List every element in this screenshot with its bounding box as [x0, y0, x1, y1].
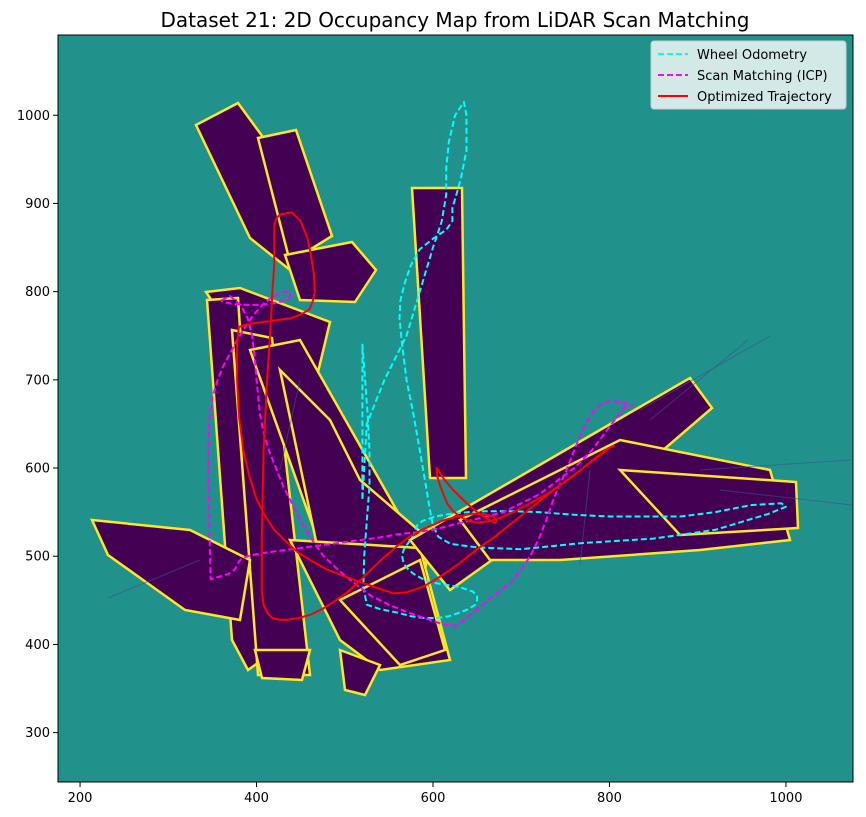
y-tick-label: 1000 — [17, 109, 50, 124]
x-tick-label: 1000 — [769, 791, 802, 806]
y-axis: 300 400 500 600 700 800 900 1000 — [17, 109, 58, 741]
laser-ray — [649, 339, 749, 421]
occupied-region-south-tail — [338, 648, 382, 697]
occupied-region-arm-east — [283, 240, 378, 304]
y-tick-label: 300 — [25, 726, 50, 741]
trajectory-layer — [207, 101, 787, 627]
y-tick-label: 500 — [25, 550, 50, 565]
occupied-region-arm-north-2 — [256, 128, 334, 264]
laser-ray — [279, 379, 301, 471]
series-line-wheel-odometry — [361, 101, 787, 619]
legend-label-optimized: Optimized Trajectory — [697, 90, 832, 105]
plot-frame — [57, 34, 854, 783]
laser-ray — [719, 489, 853, 506]
y-tick-label: 400 — [25, 638, 50, 653]
laser-ray — [699, 459, 851, 471]
x-axis: 200 400 600 800 1000 — [68, 782, 802, 806]
x-tick-label: 600 — [421, 791, 446, 806]
x-tick-label: 800 — [597, 791, 622, 806]
y-tick-label: 900 — [25, 197, 50, 212]
x-tick-label: 200 — [68, 791, 93, 806]
laser-ray — [107, 559, 201, 599]
y-tick-label: 800 — [25, 285, 50, 300]
chart-title: Dataset 21: 2D Occupancy Map from LiDAR … — [160, 8, 749, 32]
legend: Wheel Odometry Scan Matching (ICP) Optim… — [650, 40, 847, 110]
laser-ray — [639, 335, 771, 411]
laser-ray — [579, 469, 591, 566]
x-tick-label: 400 — [244, 791, 269, 806]
legend-label-scan-matching: Scan Matching (ICP) — [697, 69, 828, 84]
legend-label-wheel-odometry: Wheel Odometry — [697, 48, 807, 63]
series-line-optimized-trajectory — [236, 211, 615, 621]
occupied-region-east-tip — [616, 468, 800, 537]
y-tick-label: 600 — [25, 462, 50, 477]
legend-box — [650, 40, 847, 110]
occupied-region-south-west — [253, 648, 312, 682]
y-tick-label: 700 — [25, 373, 50, 388]
